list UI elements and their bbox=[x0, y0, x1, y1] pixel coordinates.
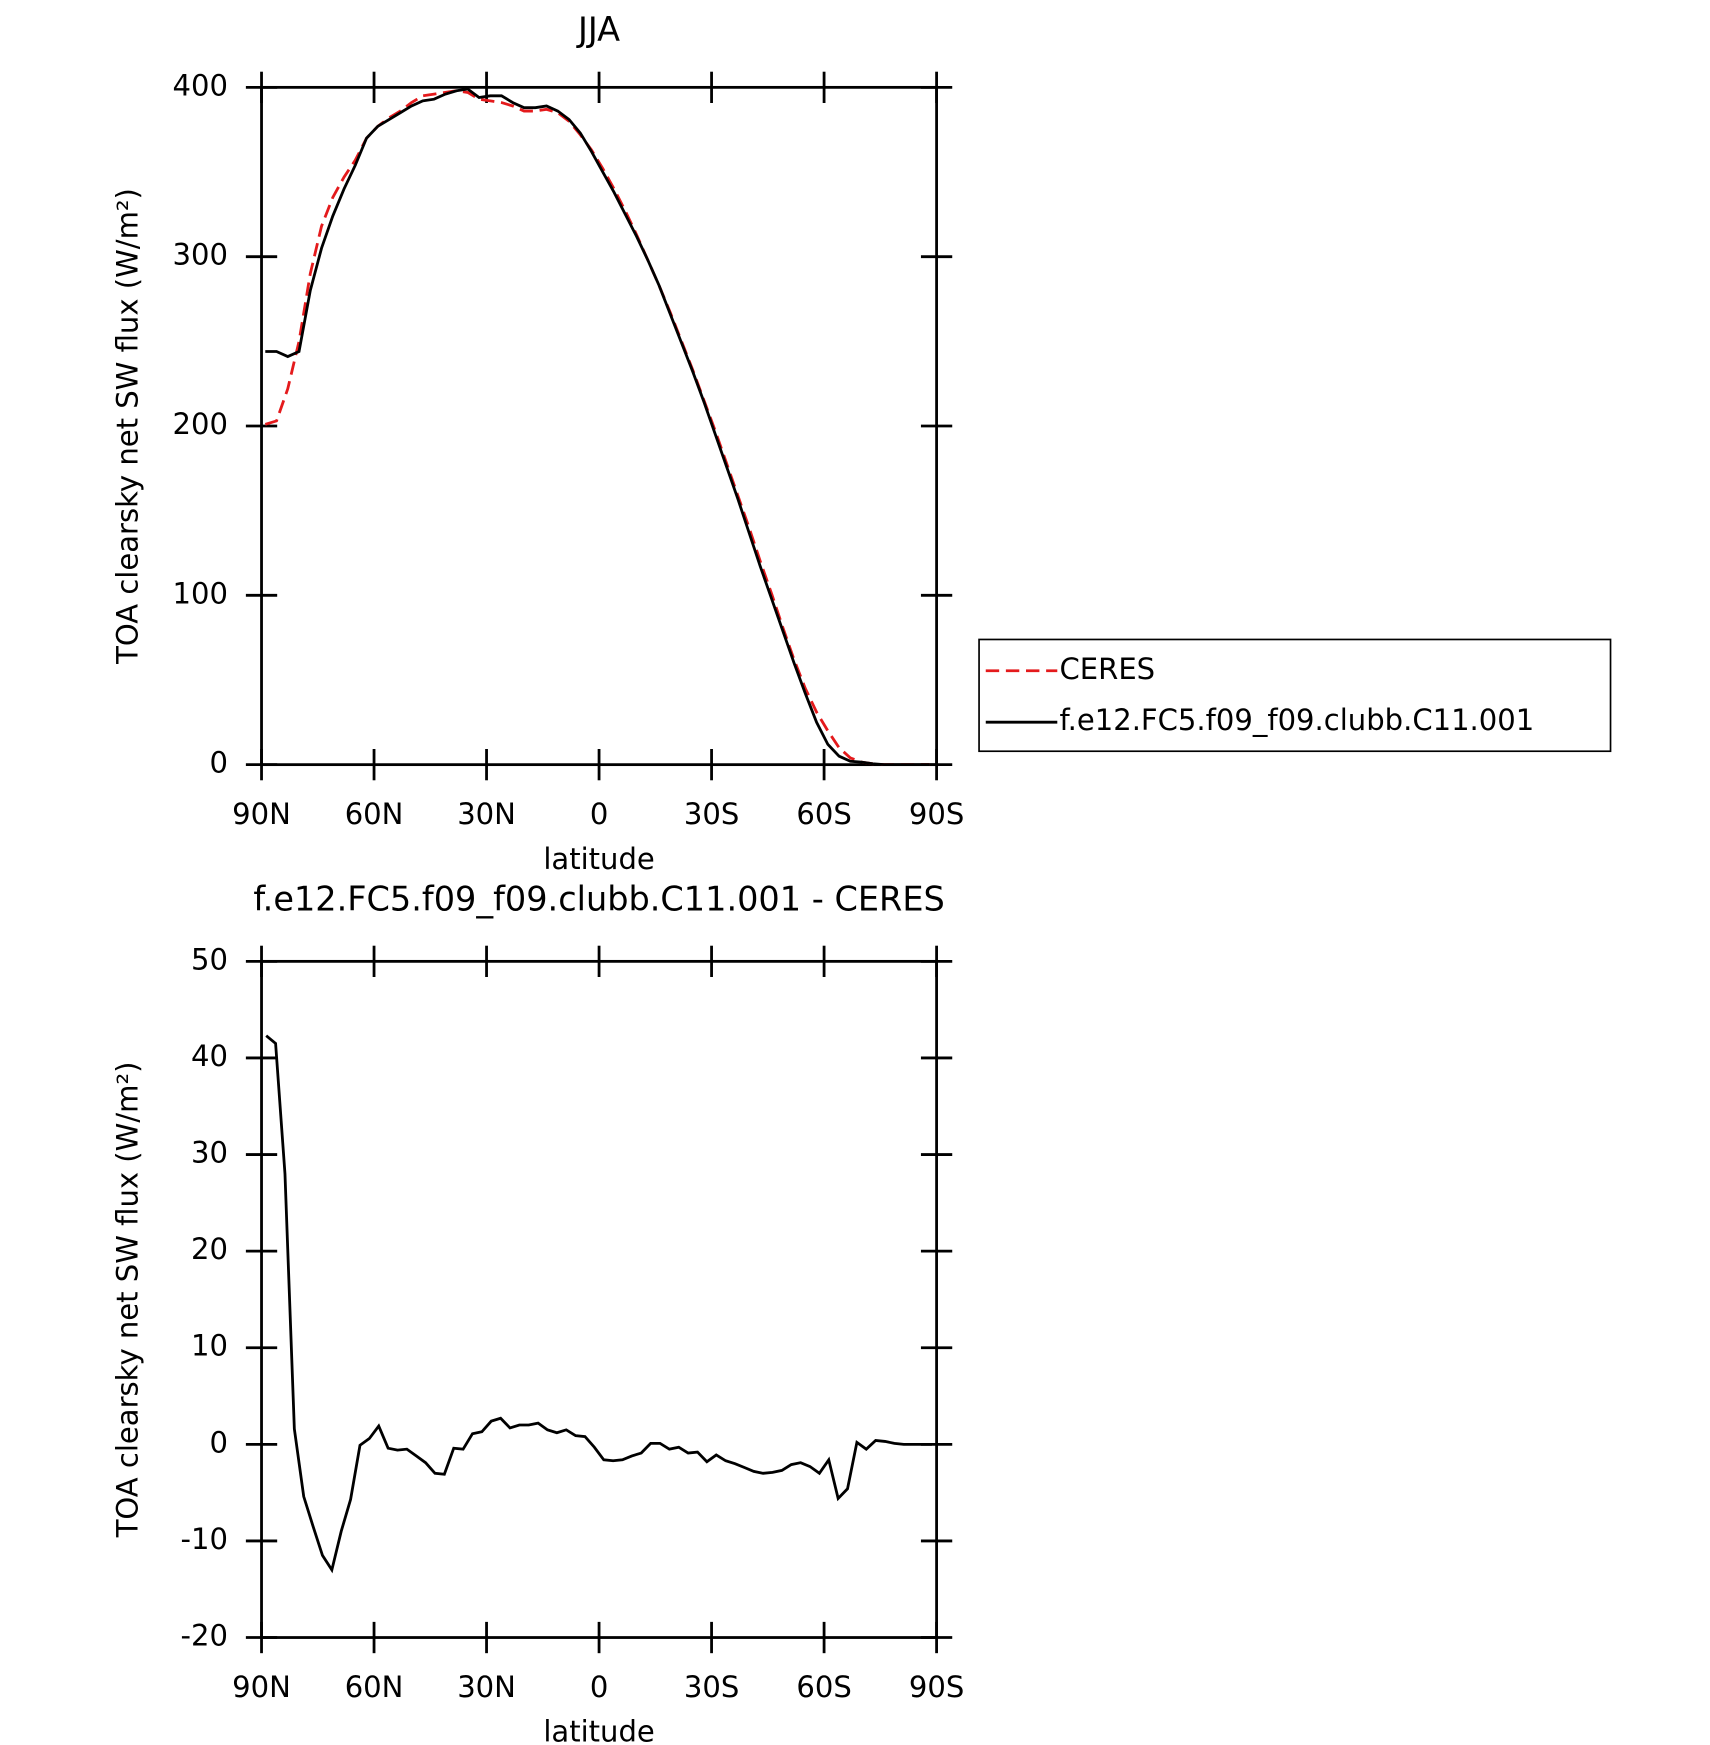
x-tick-label: 30N bbox=[457, 797, 516, 831]
x-tick-label: 90N bbox=[232, 1670, 291, 1704]
data-line bbox=[265, 1034, 932, 1574]
x-tick-label: 60N bbox=[345, 797, 404, 831]
y-tick-label: 100 bbox=[173, 576, 228, 610]
plot-frame bbox=[260, 85, 938, 767]
x-tick-label: 0 bbox=[590, 797, 608, 831]
x-tick-label: 0 bbox=[590, 1670, 608, 1704]
chart-title: f.e12.FC5.f09_f09.clubb.C11.001 - CERES bbox=[253, 880, 944, 919]
y-tick-label: 40 bbox=[191, 1039, 228, 1073]
y-axis-label: TOA clearsky net SW flux (W/m²) bbox=[111, 1062, 145, 1539]
y-tick-label: 200 bbox=[173, 407, 228, 441]
x-axis-label: latitude bbox=[543, 842, 654, 876]
y-tick-label: 400 bbox=[173, 68, 228, 102]
legend-label: f.e12.FC5.f09_f09.clubb.C11.001 bbox=[1060, 703, 1535, 737]
y-tick-label: 300 bbox=[173, 238, 228, 272]
data-line bbox=[264, 89, 930, 767]
chart-title: JJA bbox=[576, 10, 620, 49]
x-tick-label: 30S bbox=[684, 797, 739, 831]
y-tick-label: 30 bbox=[191, 1136, 228, 1170]
y-tick-label: -10 bbox=[181, 1522, 228, 1556]
x-axis-label: latitude bbox=[543, 1715, 654, 1745]
y-tick-label: 10 bbox=[191, 1329, 228, 1363]
plot-frame bbox=[260, 959, 938, 1639]
legend-label: CERES bbox=[1060, 652, 1156, 686]
y-axis-label: TOA clearsky net SW flux (W/m²) bbox=[111, 188, 145, 665]
y-tick-label: 50 bbox=[191, 942, 228, 976]
x-tick-label: 30S bbox=[684, 1670, 739, 1704]
data-line bbox=[265, 87, 930, 767]
y-tick-label: 20 bbox=[191, 1232, 228, 1266]
legend-box bbox=[978, 638, 1612, 753]
x-tick-label: 30N bbox=[457, 1670, 516, 1704]
x-tick-label: 90S bbox=[909, 1670, 964, 1704]
x-tick-label: 60S bbox=[796, 797, 851, 831]
y-tick-label: -20 bbox=[181, 1619, 228, 1653]
x-tick-label: 90S bbox=[909, 797, 964, 831]
x-tick-label: 60N bbox=[345, 1670, 404, 1704]
x-tick-label: 60S bbox=[796, 1670, 851, 1704]
y-tick-label: 0 bbox=[210, 1425, 228, 1459]
x-tick-label: 90N bbox=[232, 797, 291, 831]
y-tick-label: 0 bbox=[210, 746, 228, 780]
